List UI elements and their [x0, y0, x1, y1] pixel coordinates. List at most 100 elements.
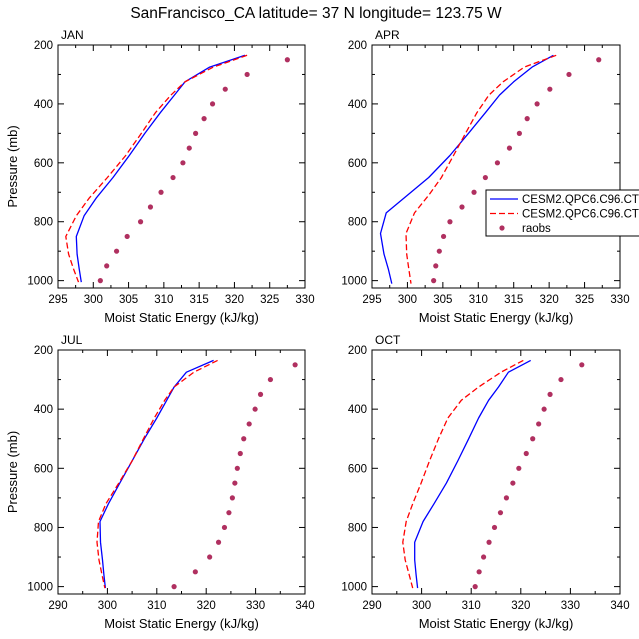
y-tick-label: 400: [348, 404, 367, 416]
raobs-point: [447, 219, 453, 225]
y-tick-label: 1000: [27, 276, 53, 288]
raobs-point: [558, 376, 564, 383]
x-tick-label: 305: [119, 294, 138, 306]
x-tick-label: 330: [295, 294, 314, 306]
raobs-point: [201, 116, 207, 122]
raobs-point: [180, 160, 186, 166]
raobs-point: [536, 421, 542, 427]
y-tick-label: 400: [34, 99, 53, 111]
x-tick-label: 295: [48, 294, 67, 306]
raobs-point: [579, 362, 585, 368]
raobs-point: [113, 248, 120, 254]
y-tick-label: 1000: [341, 276, 367, 288]
raobs-point: [431, 278, 437, 284]
x-tick-label: 330: [561, 600, 580, 612]
legend-label: CESM2.QPC6.C96.CTL: [522, 194, 639, 206]
x-tick-label: 290: [362, 600, 381, 612]
y-tick-label: 600: [34, 463, 53, 475]
panel-title: APR: [375, 28, 400, 42]
plot-frame: [57, 44, 306, 289]
y-tick-label: 200: [348, 40, 367, 52]
model-solid-line: [99, 359, 214, 589]
raobs-series: [171, 362, 298, 590]
raobs-point: [124, 233, 130, 240]
raobs-point: [510, 480, 516, 486]
y-tick-label: 800: [348, 522, 367, 534]
raobs-point: [534, 101, 540, 107]
plot-frame: [371, 44, 621, 289]
raobs-point: [516, 465, 522, 471]
raobs-point: [147, 204, 154, 210]
raobs-point: [547, 391, 553, 397]
model-solid-line: [75, 54, 246, 283]
raobs-point: [207, 554, 213, 560]
x-tick-label: 340: [610, 600, 629, 612]
raobs-point: [221, 524, 228, 531]
y-tick-label: 800: [34, 522, 53, 534]
x-tick-label: 300: [84, 294, 103, 306]
raobs-point: [472, 584, 478, 590]
raobs-point: [193, 130, 199, 136]
raobs-point: [222, 86, 228, 92]
figure-title: SanFrancisco_CA latitude= 37 N longitude…: [130, 5, 502, 22]
y-tick-label: 600: [34, 158, 53, 170]
x-tick-label: 300: [412, 600, 431, 612]
panel-oct: OCT 290 300 310 320 330 340 200 400 600 800 1000 Moi…: [341, 333, 629, 631]
x-axis-label: Moist Static Energy (kJ/kg): [419, 616, 574, 631]
raobs-point: [596, 57, 602, 63]
y-axis-label: Pressure (mb): [5, 431, 20, 513]
raobs-series: [472, 362, 585, 590]
raobs-point: [486, 539, 492, 545]
raobs-point: [494, 160, 501, 166]
raobs-series: [431, 57, 602, 284]
model-solid-line: [414, 359, 532, 589]
x-tick-label: 310: [462, 600, 481, 612]
x-tick-label: 310: [147, 600, 166, 612]
x-tick-label: 330: [610, 294, 629, 306]
raobs-point: [440, 233, 447, 240]
x-tick-label: 290: [48, 600, 67, 612]
raobs-point: [433, 263, 439, 269]
y-tick-label: 400: [34, 404, 53, 416]
y-axis-label: Pressure (mb): [5, 125, 20, 207]
legend: CESM2.QPC6.C96.CTL CESM2.QPC6.C96.CTL raob…: [485, 189, 639, 237]
raobs-point: [503, 495, 510, 501]
raobs-point: [497, 510, 504, 516]
raobs-point: [252, 406, 258, 412]
raobs-point: [229, 495, 235, 501]
raobs-series: [97, 57, 290, 284]
y-tick-label: 400: [348, 99, 367, 111]
raobs-point: [244, 71, 250, 78]
x-tick-label: 315: [190, 294, 209, 306]
legend-label: raobs: [522, 223, 551, 235]
x-axis-label: Moist Static Energy (kJ/kg): [104, 616, 259, 631]
raobs-point: [530, 436, 536, 442]
panels-group: JAN 295 300 305 310 315 320 325 330 200 400 600 800 1…: [5, 28, 630, 631]
x-tick-label: 295: [362, 294, 381, 306]
y-tick-label: 200: [34, 345, 53, 357]
y-tick-label: 800: [348, 217, 367, 229]
legend-swatch-raobs: [499, 225, 505, 231]
x-tick-label: 340: [295, 600, 314, 612]
raobs-point: [541, 406, 547, 412]
raobs-point: [237, 450, 243, 457]
x-tick-label: 320: [225, 294, 244, 306]
raobs-point: [523, 450, 529, 457]
raobs-point: [459, 204, 465, 210]
raobs-point: [476, 569, 482, 575]
raobs-point: [491, 524, 498, 531]
raobs-point: [547, 86, 553, 92]
panel-title: JAN: [61, 28, 84, 42]
raobs-point: [104, 263, 110, 269]
x-tick-label: 310: [469, 294, 488, 306]
x-tick-label: 320: [540, 294, 559, 306]
x-tick-label: 310: [154, 294, 173, 306]
plot-frame: [371, 349, 621, 595]
raobs-point: [471, 189, 477, 195]
raobs-point: [284, 57, 290, 63]
raobs-point: [566, 71, 572, 78]
raobs-point: [267, 376, 274, 383]
raobs-point: [234, 465, 240, 471]
model-dashed-line: [402, 359, 524, 589]
